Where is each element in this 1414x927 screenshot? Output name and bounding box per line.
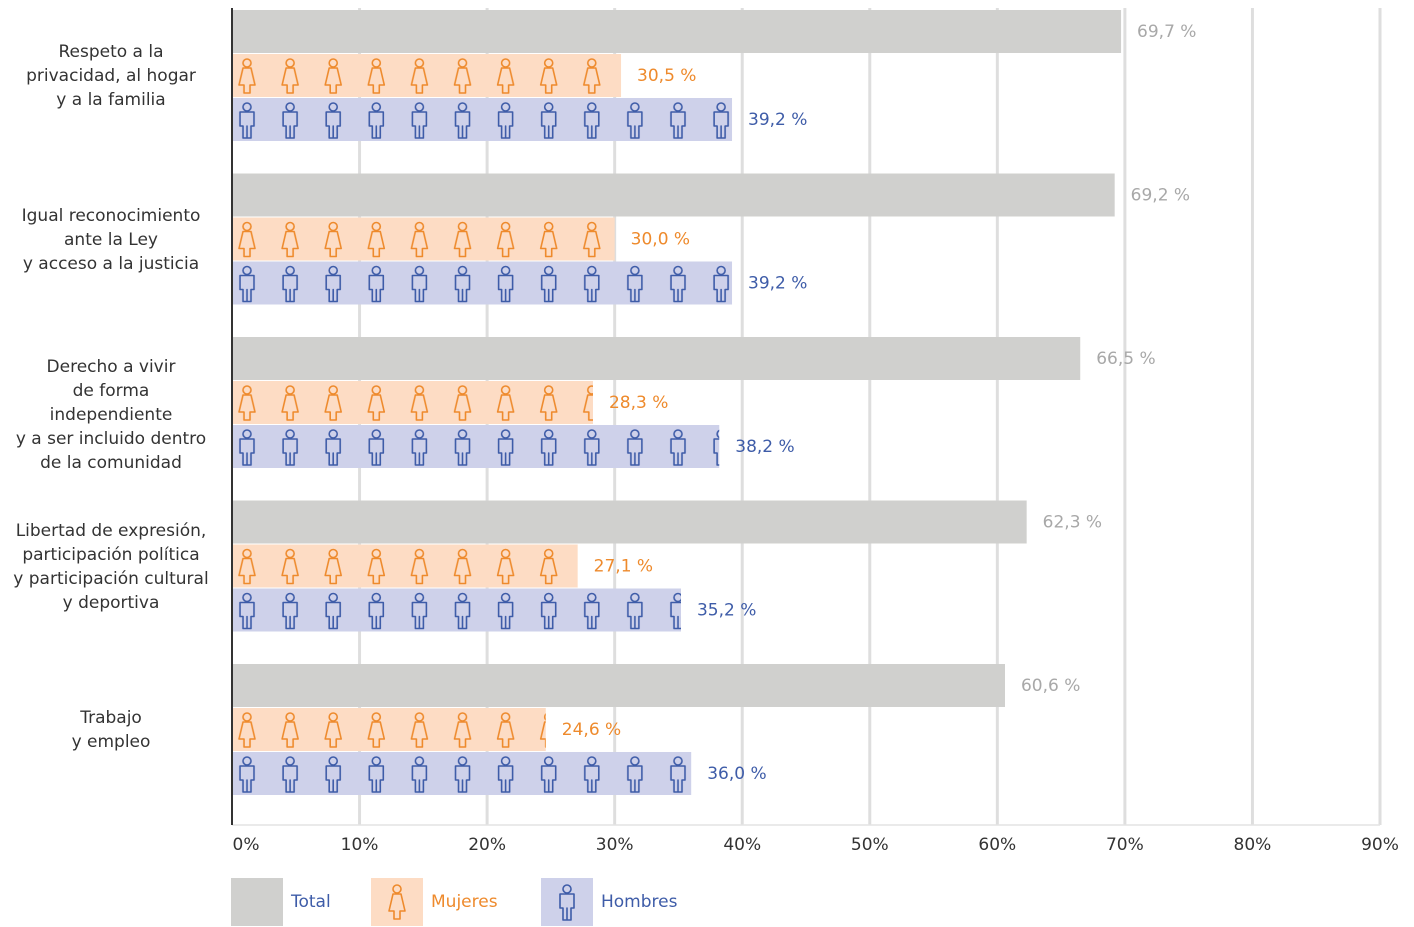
category-label: Derecho a vivir de forma independiente y…	[15, 357, 207, 473]
value-label: 36,0 %	[707, 764, 766, 784]
bar	[232, 54, 622, 97]
value-label: 66,5 %	[1096, 349, 1155, 369]
bar	[232, 261, 733, 305]
x-tick-label: 0%	[233, 835, 260, 855]
bar	[232, 425, 720, 468]
bar	[232, 98, 733, 141]
x-tick-label: 80%	[1234, 835, 1272, 855]
bar	[232, 544, 578, 588]
legend-label: Mujeres	[431, 892, 498, 912]
bar	[232, 708, 546, 751]
bar	[232, 752, 692, 795]
x-tick-label: 20%	[468, 835, 506, 855]
bar	[232, 381, 593, 424]
value-label: 27,1 %	[594, 557, 653, 577]
value-label: 69,2 %	[1131, 186, 1190, 206]
icon-head	[392, 884, 402, 894]
bar	[232, 10, 1122, 53]
value-label: 39,2 %	[748, 274, 807, 294]
icon-head	[562, 884, 572, 894]
bar	[232, 217, 615, 261]
value-label: 35,2 %	[697, 601, 756, 621]
legend-label: Total	[290, 892, 331, 912]
x-tick-label: 90%	[1361, 835, 1399, 855]
category-label: Igual reconocimiento ante la Ley y acces…	[21, 205, 201, 274]
value-label: 39,2 %	[748, 110, 807, 130]
value-label: 69,7 %	[1137, 22, 1196, 42]
value-label: 62,3 %	[1043, 513, 1102, 533]
bar	[232, 664, 1005, 707]
value-label: 24,6 %	[562, 720, 621, 740]
value-label: 30,0 %	[631, 230, 690, 250]
bar	[232, 173, 1115, 217]
icon-body	[388, 893, 406, 920]
legend-swatch	[371, 878, 423, 926]
value-label: 28,3 %	[609, 393, 668, 413]
x-tick-label: 60%	[978, 835, 1016, 855]
bar	[232, 588, 681, 632]
legend-label: Hombres	[601, 892, 678, 912]
value-label: 38,2 %	[735, 437, 794, 457]
icon-body	[559, 893, 575, 921]
category-label: Libertad de expresión, participación pol…	[13, 520, 209, 613]
bar	[232, 337, 1081, 380]
legend-icon	[559, 884, 575, 921]
category-label: Trabajo y empleo	[71, 708, 151, 752]
x-tick-label: 10%	[341, 835, 379, 855]
x-tick-label: 30%	[596, 835, 634, 855]
bar	[232, 500, 1027, 544]
value-label: 30,5 %	[637, 66, 696, 86]
category-label: Respeto a la privacidad, al hogar y a la…	[26, 42, 196, 110]
x-tick-label: 40%	[723, 835, 761, 855]
legend-swatch	[231, 878, 283, 926]
legend-icon	[388, 884, 406, 920]
x-tick-label: 50%	[851, 835, 889, 855]
x-tick-label: 70%	[1106, 835, 1144, 855]
value-label: 60,6 %	[1021, 676, 1080, 696]
